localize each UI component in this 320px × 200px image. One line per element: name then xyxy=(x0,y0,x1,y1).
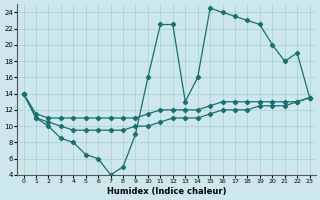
X-axis label: Humidex (Indice chaleur): Humidex (Indice chaleur) xyxy=(107,187,226,196)
